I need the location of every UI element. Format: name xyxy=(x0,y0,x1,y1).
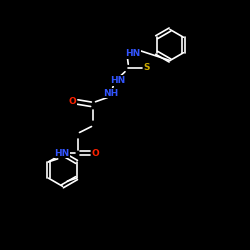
Text: O: O xyxy=(68,97,76,106)
Text: HN: HN xyxy=(125,49,140,58)
Text: HN: HN xyxy=(110,76,126,85)
Text: NH: NH xyxy=(104,88,119,98)
Text: O: O xyxy=(92,148,100,158)
Text: HN: HN xyxy=(54,148,70,158)
Text: S: S xyxy=(144,64,150,72)
